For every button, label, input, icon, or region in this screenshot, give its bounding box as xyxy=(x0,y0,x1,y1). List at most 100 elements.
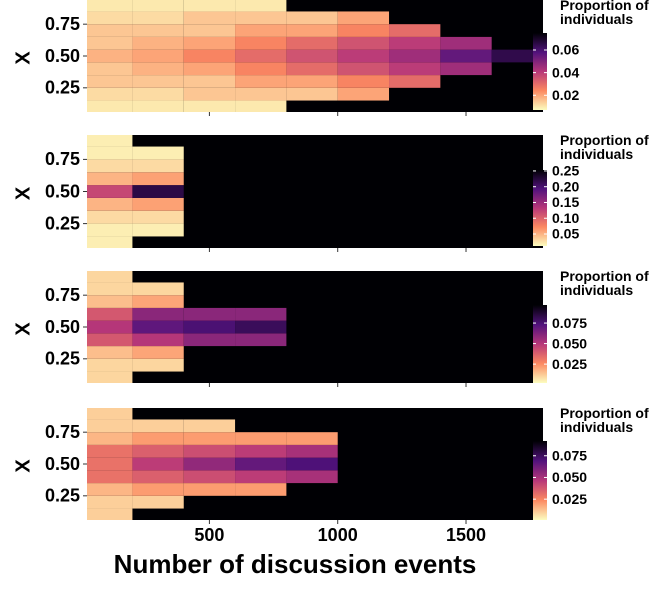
heat-cell xyxy=(87,333,133,347)
colorbar-title: Proportion of individuals xyxy=(560,406,649,435)
heat-cell xyxy=(235,11,287,25)
heat-cell xyxy=(87,295,133,308)
y-axis-label: X xyxy=(12,322,34,336)
heat-cell xyxy=(132,223,184,237)
colorbar-title-box: Proportion of individuals xyxy=(560,406,649,435)
heat-cell xyxy=(235,75,287,88)
heat-cell xyxy=(235,307,287,321)
colorbar-tick-label: 0.05 xyxy=(552,226,579,242)
heat-cell xyxy=(183,100,236,112)
colorbar-tick-label: 0.20 xyxy=(552,178,579,194)
colorbar-title: Proportion of individuals xyxy=(560,0,649,27)
heat-cell xyxy=(183,24,236,37)
heat-cell xyxy=(337,75,390,88)
colorbar-tick-label: 0.25 xyxy=(552,163,579,179)
heat-cell xyxy=(286,36,338,50)
heat-cell xyxy=(132,333,184,347)
heat-cell xyxy=(337,11,390,25)
heat-cell xyxy=(132,307,184,321)
heat-cell xyxy=(132,346,184,359)
heat-cell xyxy=(132,87,184,101)
heat-cell xyxy=(132,24,184,37)
heat-cell xyxy=(235,24,287,37)
heat-cell xyxy=(183,87,236,101)
heat-cell xyxy=(87,371,133,383)
colorbar-tick-label: 0.075 xyxy=(552,447,587,463)
heat-cell xyxy=(132,495,184,509)
colorbar xyxy=(533,441,547,520)
heat-cell xyxy=(183,36,236,50)
heat-cell xyxy=(132,457,184,471)
heat-cell xyxy=(87,36,133,50)
heat-cell xyxy=(235,100,287,112)
heat-cell xyxy=(87,62,133,76)
y-tick-label: 0.75 xyxy=(45,285,80,305)
heat-cell xyxy=(132,197,184,211)
colorbar-tick-label: 0.025 xyxy=(552,491,587,507)
colorbar-tick-label: 0.050 xyxy=(552,335,587,351)
heat-cell xyxy=(87,185,133,198)
heat-cell xyxy=(87,100,133,112)
heat-cell xyxy=(183,320,236,334)
heat-cell xyxy=(132,11,184,25)
heat-cell xyxy=(87,87,133,101)
colorbar-tick-label: 0.025 xyxy=(552,356,587,372)
heat-cell xyxy=(235,87,287,101)
colorbar-title: Proportion of individuals xyxy=(560,133,649,162)
y-tick-label: 0.50 xyxy=(45,317,80,337)
heat-cell xyxy=(87,197,133,211)
heat-cell xyxy=(87,135,133,147)
y-tick-label: 0.75 xyxy=(45,149,80,169)
heat-cell xyxy=(132,172,184,186)
heat-cell xyxy=(87,282,133,296)
heat-cell xyxy=(87,24,133,37)
heat-cell xyxy=(235,49,287,63)
heat-cell xyxy=(132,432,184,445)
heat-cell xyxy=(132,320,184,334)
heat-cell xyxy=(87,495,133,509)
heat-cell xyxy=(183,470,236,484)
heat-cell xyxy=(87,159,133,173)
heat-cell xyxy=(132,49,184,63)
heat-cell xyxy=(87,457,133,471)
heat-cell xyxy=(235,483,287,496)
heat-cell xyxy=(337,62,390,76)
heat-cell xyxy=(337,24,390,37)
y-tick-label: 0.25 xyxy=(45,486,80,506)
heat-cell xyxy=(132,0,184,12)
colorbar xyxy=(533,305,547,383)
heat-cell xyxy=(286,24,338,37)
y-axis-label: X xyxy=(12,186,34,200)
heat-cell xyxy=(87,470,133,484)
heat-cell xyxy=(87,320,133,334)
heat-cell xyxy=(286,470,338,484)
y-tick-label: 0.25 xyxy=(45,78,80,98)
heat-cell xyxy=(132,62,184,76)
heat-cell xyxy=(87,419,133,433)
heat-cell xyxy=(132,358,184,372)
colorbar-tick-label: 0.04 xyxy=(552,64,579,80)
colorbar-tick-label: 0.050 xyxy=(552,469,587,485)
heat-cell xyxy=(132,470,184,484)
heat-cell xyxy=(286,49,338,63)
heat-cell xyxy=(491,49,543,63)
heat-cell xyxy=(87,432,133,445)
colorbar-tick-label: 0.10 xyxy=(552,210,579,226)
heat-cell xyxy=(87,307,133,321)
heat-cell xyxy=(183,457,236,471)
heat-cell xyxy=(87,210,133,224)
heat-cell xyxy=(183,333,236,347)
heat-cell xyxy=(235,0,287,12)
heat-cell xyxy=(132,419,184,433)
y-tick-label: 0.50 xyxy=(45,46,80,66)
y-tick-label: 0.25 xyxy=(45,213,80,233)
heat-cell xyxy=(389,36,441,50)
heat-cell xyxy=(132,444,184,458)
heat-cell xyxy=(235,320,287,334)
y-tick-label: 0.25 xyxy=(45,349,80,369)
heat-cell xyxy=(337,36,390,50)
heat-cell xyxy=(235,62,287,76)
heat-cell xyxy=(132,210,184,224)
x-tick-label: 1000 xyxy=(318,525,358,545)
